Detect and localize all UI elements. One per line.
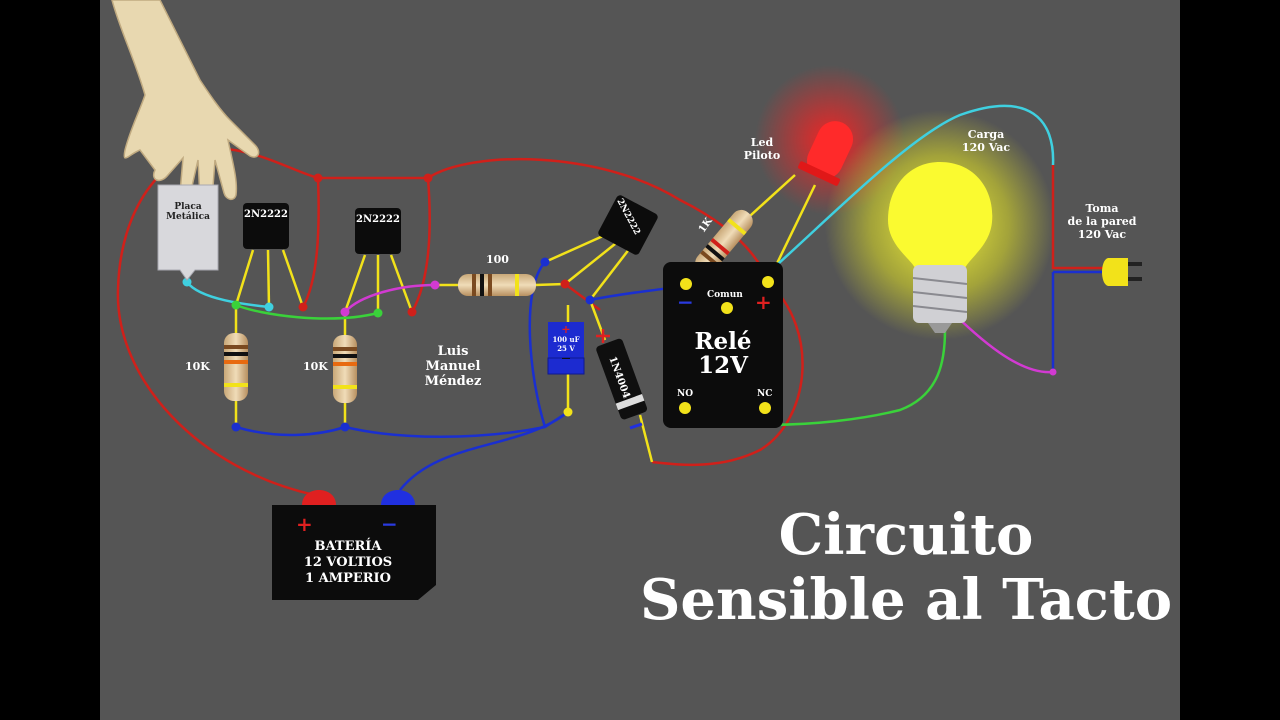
light-bulb <box>888 162 993 333</box>
plate-label: Placa Metálica <box>158 202 218 222</box>
hand-illustration <box>111 0 260 208</box>
resistor-10k-1-label: 10K <box>185 360 210 373</box>
resistor-1k <box>695 209 753 275</box>
capacitor <box>547 322 585 375</box>
capacitor-value: 100 uF <box>552 335 580 344</box>
diode-plus-mark <box>596 329 610 343</box>
load-label: Carga 120 Vac <box>950 128 1022 154</box>
led-label-line1: Led <box>750 136 774 149</box>
relay-title: Relé 12V <box>663 330 783 378</box>
plate-label-line2: Metálica <box>166 212 210 222</box>
author-line2: Manuel <box>425 359 481 374</box>
wire-nodes <box>182 173 1057 432</box>
load-label-line2: 120 Vac <box>961 141 1011 154</box>
resistor-10k-1 <box>224 333 248 401</box>
led <box>798 121 854 186</box>
transistor-1 <box>243 203 289 249</box>
title-line1: Circuito <box>778 502 1034 568</box>
capacitor-voltage: 25 V <box>557 344 575 353</box>
resistor-100 <box>458 274 536 296</box>
battery-minus: − <box>381 512 398 536</box>
battery-line3: 1 AMPERIO <box>305 571 391 586</box>
diode <box>596 338 648 420</box>
outlet-label-line1: Toma <box>1085 202 1119 215</box>
capacitor-plus: + <box>561 323 571 336</box>
relay-minus: − <box>677 290 694 314</box>
led-label: Led Piloto <box>736 136 788 162</box>
relay-plus: + <box>755 290 772 314</box>
capacitor-minus: — <box>561 354 571 364</box>
cyan-wires <box>185 104 1055 309</box>
battery-label: BATERÍA 12 VOLTIOS 1 AMPERIO <box>280 539 416 587</box>
transistor-3 <box>598 195 658 255</box>
relay-name: Relé <box>694 328 752 355</box>
plate-label-line1: Placa <box>174 202 202 212</box>
title-line2: Sensible al Tacto <box>639 567 1173 633</box>
author-line3: Méndez <box>424 374 482 389</box>
relay <box>663 262 783 428</box>
relay-common-label: Comun <box>707 290 743 300</box>
transistor-2-label: 2N2222 <box>356 214 400 225</box>
circuit-drawing <box>111 0 1142 600</box>
diode-minus-mark <box>629 422 643 430</box>
capacitor-label: + 100 uF 25 V — <box>548 324 584 364</box>
author-label: Luis Manuel Méndez <box>410 344 496 389</box>
outlet-label-line2: de la pared <box>1067 215 1137 228</box>
battery <box>272 490 436 600</box>
resistor-100-label: 100 <box>486 253 509 266</box>
resistor-10k-2 <box>333 335 357 403</box>
load-label-line1: Carga <box>967 128 1005 141</box>
outlet-label-line3: 120 Vac <box>1077 228 1127 241</box>
metal-plate <box>157 184 219 281</box>
transistor-2 <box>355 208 401 254</box>
resistor-10k-2-label: 10K <box>303 360 328 373</box>
diagram-canvas: Placa Metálica 2N2222 2N2222 2N2222 10K … <box>100 0 1180 720</box>
battery-plus: + <box>296 512 313 536</box>
author-line1: Luis <box>437 344 469 359</box>
battery-line2: 12 VOLTIOS <box>303 555 393 570</box>
blue-wires <box>235 261 1110 491</box>
transistor-1-label: 2N2222 <box>244 209 288 220</box>
relay-nc-label: NC <box>757 389 773 399</box>
wall-plug <box>1102 258 1142 286</box>
relay-voltage: 12V <box>698 352 748 379</box>
battery-line1: BATERÍA <box>314 539 382 554</box>
relay-no-label: NO <box>677 389 694 399</box>
led-label-line2: Piloto <box>743 149 781 162</box>
outlet-label: Toma de la pared 120 Vac <box>1058 202 1146 241</box>
